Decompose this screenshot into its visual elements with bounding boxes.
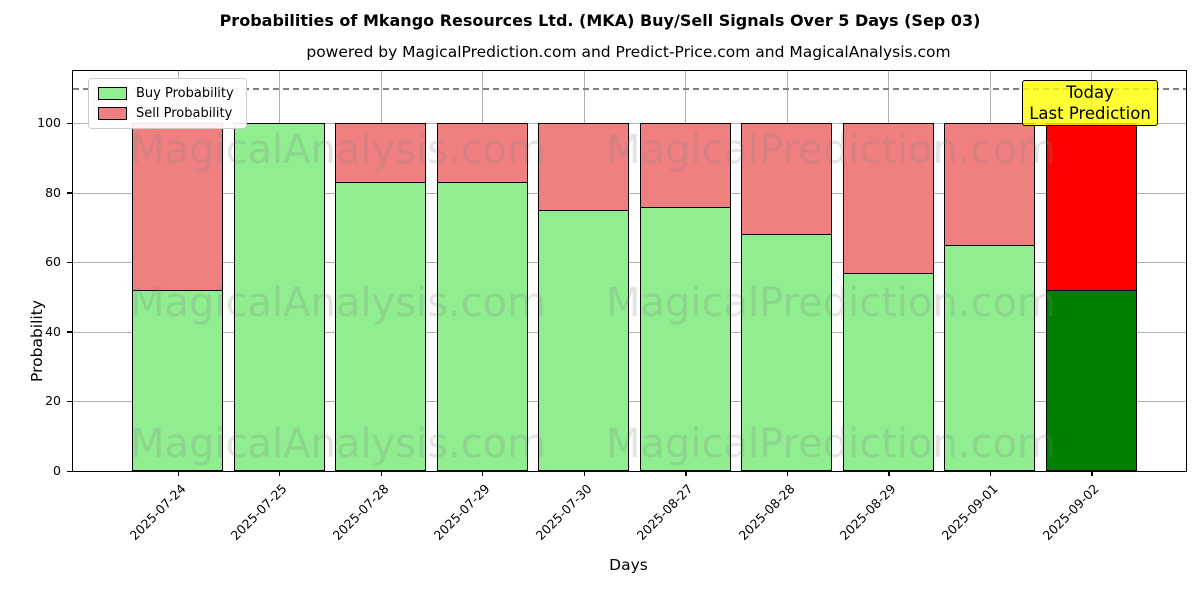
bar-sell-2025-08-28 bbox=[741, 123, 833, 235]
gridline-y-100 bbox=[73, 123, 1186, 125]
bar-sell-2025-09-02 bbox=[1045, 123, 1137, 291]
x-tick-2025-08-27 bbox=[685, 471, 687, 476]
x-tick-2025-09-02 bbox=[1091, 471, 1093, 476]
bar-buy-2025-07-28 bbox=[335, 182, 427, 471]
x-tick-label-2025-09-01: 2025-09-01 bbox=[938, 481, 1001, 543]
x-tick-2025-07-28 bbox=[380, 471, 382, 476]
x-tick-label-2025-08-29: 2025-08-29 bbox=[836, 481, 899, 543]
legend-sell-label: Sell Probability bbox=[136, 106, 233, 121]
bar-buy-2025-07-24 bbox=[132, 290, 223, 471]
legend-sell-swatch bbox=[98, 107, 127, 120]
gridline-y-80 bbox=[73, 192, 1186, 194]
y-tick-20 bbox=[66, 400, 72, 403]
y-tick-label-20: 20 bbox=[45, 393, 61, 409]
gridline-y-20 bbox=[73, 401, 1186, 403]
x-tick-label-2025-08-27: 2025-08-27 bbox=[633, 481, 696, 543]
x-tick-label-2025-07-24: 2025-07-24 bbox=[126, 481, 189, 543]
x-tick-2025-07-30 bbox=[583, 471, 585, 476]
x-tick-2025-08-29 bbox=[888, 471, 890, 476]
bar-buy-2025-09-01 bbox=[944, 244, 1036, 471]
y-tick-label-40: 40 bbox=[45, 323, 61, 339]
bar-sell-2025-08-29 bbox=[842, 123, 934, 273]
x-axis-label: Days bbox=[609, 556, 648, 574]
x-tick-label-2025-07-28: 2025-07-28 bbox=[329, 481, 392, 543]
bar-buy-2025-07-30 bbox=[538, 210, 630, 471]
bar-buy-2025-08-28 bbox=[741, 234, 833, 471]
x-tick-2025-08-28 bbox=[786, 471, 789, 476]
legend-buy-label: Buy Probability bbox=[136, 86, 234, 101]
bar-buy-2025-07-29 bbox=[436, 182, 528, 471]
y-tick-60 bbox=[66, 261, 72, 264]
bar-sell-2025-07-24 bbox=[132, 123, 223, 291]
gridline-y-60 bbox=[73, 262, 1186, 264]
bar-sell-2025-09-01 bbox=[944, 123, 1036, 245]
legend-item-sell: Sell Probability bbox=[98, 106, 234, 121]
y-axis-label: Probability bbox=[28, 300, 46, 382]
threshold-dashed-line bbox=[73, 88, 1186, 90]
legend-buy-swatch bbox=[98, 87, 127, 100]
x-tick-2025-07-29 bbox=[482, 471, 484, 476]
bar-buy-2025-08-29 bbox=[842, 272, 934, 471]
y-tick-label-80: 80 bbox=[45, 184, 61, 200]
y-tick-label-0: 0 bbox=[53, 463, 61, 478]
gridline-y-40 bbox=[73, 331, 1186, 333]
bar-sell-2025-07-30 bbox=[538, 123, 630, 211]
x-tick-label-2025-07-25: 2025-07-25 bbox=[227, 481, 290, 543]
plot-area: Probability Buy Probability Sell Probabi… bbox=[28, 70, 1187, 543]
bar-buy-2025-09-02 bbox=[1045, 290, 1137, 471]
legend: Buy Probability Sell Probability bbox=[88, 78, 247, 129]
y-tick-label-60: 60 bbox=[45, 254, 61, 270]
x-tick-2025-09-01 bbox=[989, 471, 992, 476]
y-tick-100 bbox=[66, 122, 72, 124]
y-tick-label-100: 100 bbox=[37, 115, 61, 131]
bar-sell-2025-08-27 bbox=[639, 123, 731, 207]
today-annotation-line1: Today bbox=[1066, 83, 1114, 102]
chart-subtitle: powered by MagicalPrediction.com and Pre… bbox=[306, 43, 951, 61]
y-tick-40 bbox=[66, 331, 72, 333]
x-tick-label-2025-07-30: 2025-07-30 bbox=[532, 481, 595, 543]
bar-sell-2025-07-29 bbox=[436, 123, 528, 183]
y-tick-80 bbox=[66, 192, 72, 194]
x-tick-2025-07-24 bbox=[177, 471, 179, 476]
legend-item-buy: Buy Probability bbox=[98, 86, 234, 101]
today-annotation: Today Last Prediction bbox=[1022, 80, 1158, 126]
x-tick-label-2025-08-28: 2025-08-28 bbox=[735, 481, 798, 543]
today-annotation-line2: Last Prediction bbox=[1029, 104, 1151, 123]
bar-buy-2025-07-25 bbox=[233, 123, 325, 471]
x-tick-label-2025-09-02: 2025-09-02 bbox=[1040, 481, 1103, 543]
chart-title: Probabilities of Mkango Resources Ltd. (… bbox=[219, 11, 981, 30]
bar-sell-2025-07-28 bbox=[335, 123, 427, 183]
x-tick-label-2025-07-29: 2025-07-29 bbox=[430, 481, 493, 543]
y-tick-0 bbox=[66, 470, 72, 472]
x-tick-2025-07-25 bbox=[279, 471, 281, 476]
bar-buy-2025-08-27 bbox=[639, 206, 731, 471]
